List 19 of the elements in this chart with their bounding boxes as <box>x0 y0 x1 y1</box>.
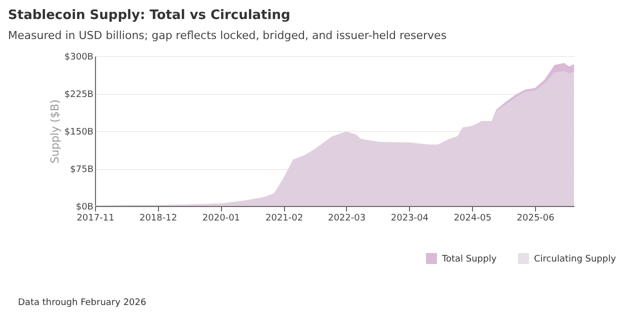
x-tick-label: 2018-12 <box>139 214 178 224</box>
x-tick-label: 2020-01 <box>202 214 240 224</box>
y-tick-label: $0B <box>76 202 94 212</box>
x-tick-label: 2017-11 <box>76 214 114 224</box>
y-tick-label: $225B <box>64 90 94 100</box>
y-tick-label: $75B <box>70 165 94 175</box>
chart-subtitle: Measured in USD billions; gap reflects locked, bridged, and issuer-held reserves <box>8 29 448 42</box>
x-tick-label: 2023-04 <box>390 214 429 224</box>
legend-label: Total Supply <box>441 254 498 265</box>
x-tick-label: 2021-02 <box>266 214 304 224</box>
chart-title: Stablecoin Supply: Total vs Circulating <box>8 8 292 23</box>
y-axis-title: Supply ($B) <box>48 99 62 164</box>
y-tick-label: $300B <box>64 52 94 62</box>
x-tick-label: 2024-05 <box>454 214 492 224</box>
legend-label: Circulating Supply <box>534 254 617 265</box>
text: Data through February 2026 <box>18 297 146 310</box>
x-tick-label: 2025-06 <box>516 214 555 224</box>
y-tick-label: $150B <box>64 128 94 138</box>
x-tick-label: 2022-03 <box>328 214 366 224</box>
